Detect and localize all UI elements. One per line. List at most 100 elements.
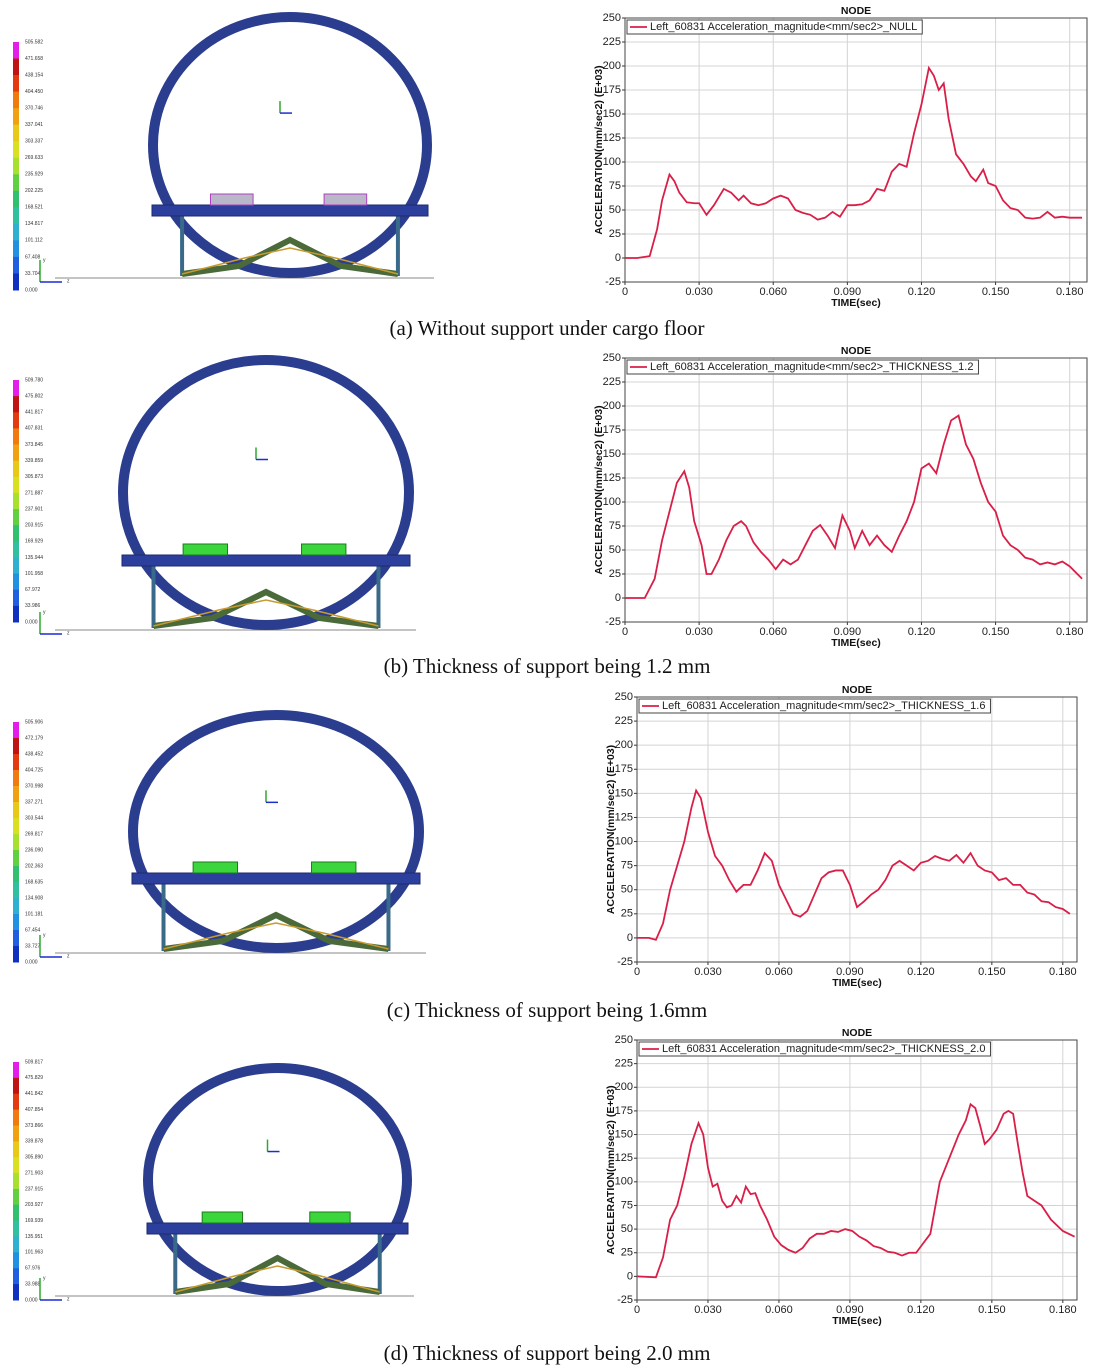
contour-legend-label: 169.929 (25, 539, 43, 545)
x-tick-label: 0.060 (765, 966, 793, 978)
colorbar-segment (13, 1205, 19, 1221)
y-tick-label: 150 (603, 448, 621, 460)
colorbar-segment (13, 914, 19, 931)
contour-legend-label: 67.976 (25, 1266, 41, 1272)
y-tick-label: 225 (615, 1058, 633, 1070)
colorbar-segment (13, 380, 19, 397)
cargo-floor (122, 555, 410, 566)
y-tick-label: 200 (615, 739, 633, 751)
contour-legend-label: 101.958 (25, 571, 43, 577)
colorbar-segment (13, 882, 19, 899)
y-tick-label: 175 (603, 424, 621, 436)
y-tick-label: 0 (627, 1270, 633, 1282)
colorbar-segment (13, 946, 19, 963)
contour-legend-label: 33.704 (25, 271, 41, 277)
y-axis-label: ACCELERATION(mm/sec2) (E+03) (593, 405, 605, 574)
cargo-floor (147, 1223, 408, 1234)
y-tick-label: 100 (603, 496, 621, 508)
fuselage-ring (153, 17, 427, 273)
contour-legend-label: 370.998 (25, 783, 43, 789)
legend-label: Left_60831 Acceleration_magnitude<mm/sec… (650, 361, 973, 373)
colorbar-segment (13, 174, 19, 191)
x-tick-label: 0 (634, 966, 640, 978)
x-tick-label: 0.120 (908, 626, 936, 638)
contour-legend-label: 33.988 (25, 1281, 41, 1287)
colorbar-segment (13, 224, 19, 241)
caption: (b) Thickness of support being 1.2 mm (384, 654, 711, 678)
colorbar-segment (13, 850, 19, 867)
contour-legend-label: 475.802 (25, 393, 43, 399)
y-tick-label: 175 (615, 763, 633, 775)
colorbar-segment (13, 412, 19, 429)
legend: Left_60831 Acceleration_magnitude<mm/sec… (627, 20, 922, 34)
contour-legend-label: 472.179 (25, 735, 43, 741)
contour-legend-label: 0.000 (25, 959, 38, 965)
y-axis-label: ACCELERATION(mm/sec2) (E+03) (605, 745, 617, 914)
y-tick-label: 125 (615, 1152, 633, 1164)
colorbar-segment (13, 240, 19, 257)
y-tick-label: -25 (617, 956, 633, 968)
contour-legend-label: 471.658 (25, 56, 43, 62)
contour-legend-label: 0.000 (25, 287, 38, 293)
colorbar-segment (13, 396, 19, 413)
contour-legend-label: 0.000 (25, 1297, 38, 1303)
contour-legend-label: 509.817 (25, 1059, 43, 1065)
colorbar-segment (13, 557, 19, 574)
y-tick-label: 75 (609, 520, 621, 532)
x-tick-label: 0.030 (685, 626, 713, 638)
colorbar-segment (13, 108, 19, 125)
contour-legend-label: 441.842 (25, 1091, 43, 1097)
colorbar-segment (13, 525, 19, 542)
fuselage-ring (123, 360, 409, 625)
x-axis-label: TIME(sec) (832, 1315, 882, 1327)
y-tick-label: 250 (615, 1034, 633, 1046)
caption: (d) Thickness of support being 2.0 mm (384, 1341, 711, 1365)
cargo-box (202, 1212, 242, 1223)
cargo-box (324, 194, 367, 205)
colorbar-segment (13, 1252, 19, 1268)
colorbar-segment (13, 92, 19, 109)
x-tick-label: 0.150 (982, 286, 1010, 298)
chart-title: NODE (842, 684, 872, 696)
contour-legend-label: 404.725 (25, 767, 43, 773)
colorbar-segment (13, 754, 19, 771)
contour-legend-label: 33.986 (25, 603, 41, 609)
contour-legend-label: 339.859 (25, 458, 43, 464)
x-tick-label: 0.060 (765, 1304, 793, 1316)
colorbar-segment (13, 722, 19, 739)
caption: (c) Thickness of support being 1.6mm (387, 998, 707, 1022)
cargo-box (193, 862, 237, 873)
colorbar-segment (13, 834, 19, 851)
y-tick-label: 225 (603, 376, 621, 388)
contour-legend-label: 135.944 (25, 555, 43, 561)
contour-legend-label: 202.225 (25, 188, 43, 194)
colorbar-segment (13, 1125, 19, 1141)
y-tick-label: 175 (603, 84, 621, 96)
y-tick-label: 250 (615, 691, 633, 703)
cargo-box (183, 544, 227, 555)
colorbar-segment (13, 158, 19, 175)
cargo-box (310, 1212, 350, 1223)
y-tick-label: 125 (615, 811, 633, 823)
y-tick-label: 250 (603, 352, 621, 364)
y-tick-label: 0 (615, 252, 621, 264)
y-tick-label: 225 (603, 36, 621, 48)
triad-label: y (43, 609, 46, 615)
contour-legend-label: 0.000 (25, 619, 38, 625)
contour-legend-label: 407.854 (25, 1107, 43, 1113)
colorbar-segment (13, 75, 19, 92)
y-tick-label: -25 (617, 1294, 633, 1306)
legend-label: Left_60831 Acceleration_magnitude<mm/sec… (650, 21, 917, 33)
y-tick-label: 50 (609, 544, 621, 556)
x-tick-label: 0.150 (982, 626, 1010, 638)
y-tick-label: 100 (603, 156, 621, 168)
data-line (625, 68, 1082, 258)
colorbar-segment (13, 574, 19, 591)
figure: 505.582471.658438.154404.450370.746337.0… (0, 0, 1094, 1372)
chart-title: NODE (842, 1027, 872, 1039)
plot-frame (637, 697, 1077, 962)
colorbar-segment (13, 606, 19, 623)
y-axis-label: ACCELERATION(mm/sec2) (E+03) (593, 65, 605, 234)
colorbar-segment (13, 786, 19, 803)
triad-label: y (43, 257, 46, 263)
